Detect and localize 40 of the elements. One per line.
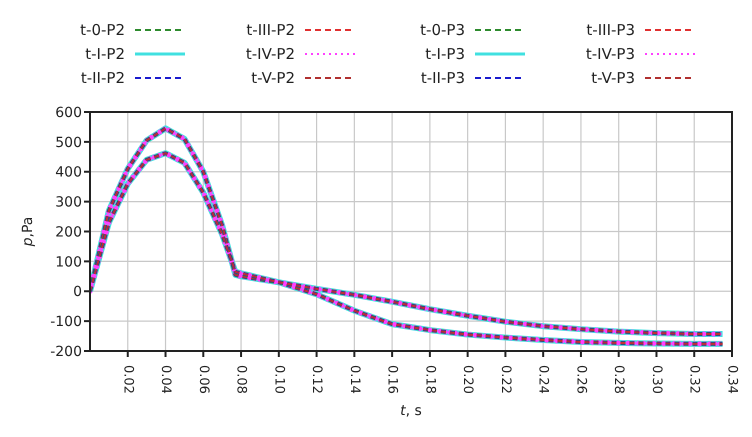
legend-label: t-I-P3 bbox=[425, 45, 465, 63]
legend-label: t-V-P3 bbox=[591, 69, 635, 87]
y-tick-label: 0 bbox=[73, 284, 82, 300]
legend-label: t-II-P2 bbox=[80, 69, 125, 87]
x-tick-label: 0.06 bbox=[196, 365, 211, 394]
x-tick-label: 0.26 bbox=[573, 365, 588, 394]
legend-label: t-III-P3 bbox=[586, 21, 635, 39]
y-tick-label: -100 bbox=[50, 314, 82, 330]
x-tick-label: 0.30 bbox=[648, 365, 664, 394]
y-tick-label: 100 bbox=[55, 254, 82, 270]
legend-label: t-0-P2 bbox=[80, 21, 125, 39]
x-tick-label: 0.12 bbox=[309, 365, 324, 394]
y-axis-title: p,Pa bbox=[20, 216, 36, 248]
x-tick-label: 0.20 bbox=[460, 365, 476, 394]
x-tick-label: 0.32 bbox=[686, 365, 702, 394]
x-tick-label: 0.22 bbox=[498, 365, 513, 394]
y-tick-label: 600 bbox=[55, 104, 82, 121]
x-tick-label: 0.34 bbox=[724, 365, 740, 394]
x-axis-title: t, s bbox=[400, 403, 422, 419]
x-tick-label: 0.18 bbox=[422, 365, 438, 394]
x-tick-label: 0.02 bbox=[120, 365, 136, 394]
x-tick-label: 0.16 bbox=[384, 365, 400, 394]
legend-label: t-V-P2 bbox=[251, 69, 295, 87]
x-tick-label: 0.04 bbox=[158, 365, 174, 394]
x-tick-label: 0.24 bbox=[536, 365, 551, 394]
legend-label: t-III-P2 bbox=[246, 21, 295, 39]
legend-label: t-IV-P2 bbox=[246, 45, 295, 63]
x-tick-label: 0.28 bbox=[611, 365, 626, 394]
x-tick-label: 0.14 bbox=[346, 365, 362, 394]
x-tick-label: 0.10 bbox=[271, 365, 286, 394]
legend-label: t-II-P3 bbox=[420, 69, 465, 87]
legend-label: t-0-P3 bbox=[420, 21, 465, 39]
y-tick-label: 300 bbox=[55, 194, 82, 211]
y-tick-label: 200 bbox=[55, 224, 82, 240]
y-tick-label: 500 bbox=[55, 134, 82, 151]
y-tick-label: -200 bbox=[50, 344, 82, 360]
x-tick-label: 0.08 bbox=[234, 365, 249, 394]
y-tick-label: 400 bbox=[55, 164, 82, 181]
legend-label: t-IV-P3 bbox=[586, 45, 635, 63]
legend-label: t-I-P2 bbox=[85, 45, 125, 63]
